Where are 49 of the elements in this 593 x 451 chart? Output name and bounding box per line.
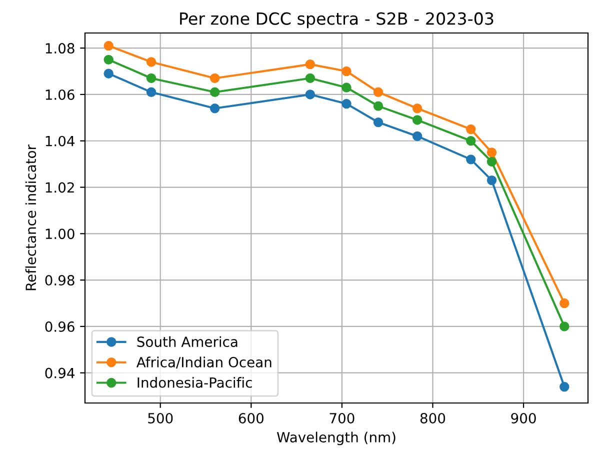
point [560,298,570,308]
point [342,66,352,76]
point [373,101,384,111]
x-axis-title: Wavelength (nm) [276,432,396,446]
point [373,117,384,128]
y-tick-label: 0.94 [45,368,74,378]
y-tick-label: 1.02 [46,182,74,193]
y-tick-label: 0.98 [45,275,74,286]
point [305,73,316,84]
x-tick-label: 600 [238,412,264,424]
x-tick-label: 800 [420,412,446,424]
y-tick-label: 0.96 [45,321,74,332]
point [412,104,422,114]
point [210,104,220,114]
point [146,57,156,67]
point [210,73,220,84]
point [104,54,114,65]
y-tick-label: 1.00 [46,228,74,240]
y-axis-title: Reflectance indicator [25,144,36,290]
point [466,124,476,134]
point [560,382,570,392]
point [466,154,476,164]
y-tick-label: 1.04 [46,136,74,146]
legend-label: Africa/Indian Ocean [136,356,272,369]
x-tick-label: 500 [148,412,173,424]
point [210,87,220,98]
point [466,136,476,146]
point [305,90,316,100]
point [412,131,422,142]
point [146,87,156,98]
point [146,73,156,84]
point [104,68,114,78]
legend-label: South America [137,336,238,348]
point [104,40,114,51]
y-tick-label: 1.06 [46,89,74,100]
point [342,98,352,109]
legend-label: Indonesia-Pacific [138,377,252,388]
chart-title: Per zone DCC spectra - S2B - 2023-03 [180,12,494,28]
x-tick-label: 700 [330,412,354,424]
point [486,148,497,158]
x-tick-label: 900 [511,412,536,424]
point [560,322,570,332]
point [305,59,316,70]
point [486,175,497,186]
point [486,156,497,167]
point [412,115,422,125]
y-tick-label: 1.08 [46,43,74,54]
point [373,87,384,98]
point [342,82,352,92]
